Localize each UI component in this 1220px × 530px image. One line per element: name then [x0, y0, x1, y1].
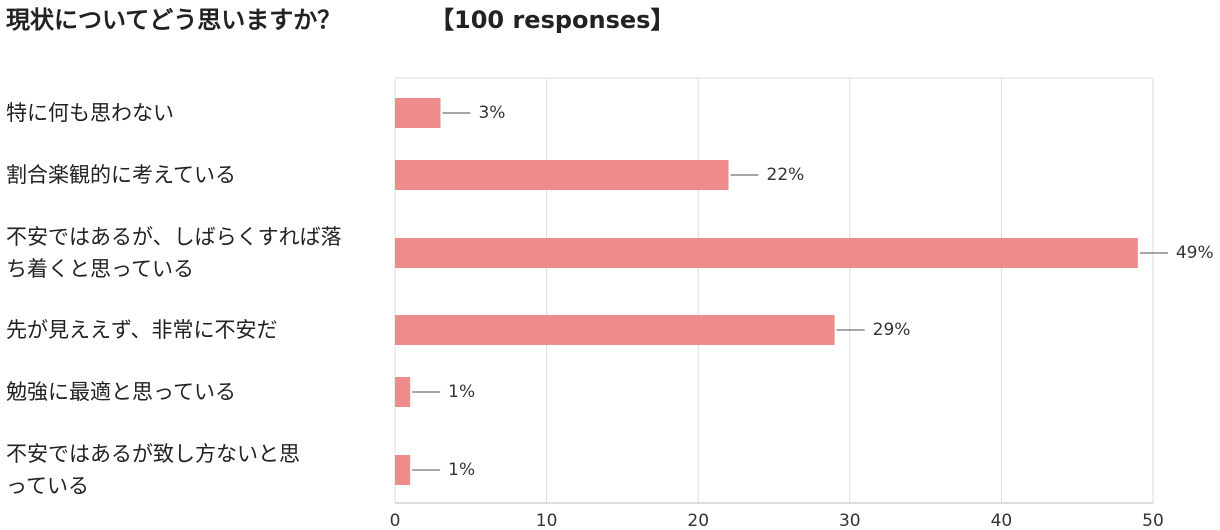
x-tick-label: 40 [991, 511, 1013, 530]
category-label: 特に何も思わない [6, 101, 174, 125]
value-label: 29% [873, 320, 911, 340]
bar [395, 455, 411, 485]
plot-frame [394, 77, 1154, 504]
x-tick-label: 30 [839, 511, 861, 530]
category-label: 先が見ええず、非常に不安だ [6, 318, 278, 342]
chart-title: 現状についてどう思いますか？ [6, 6, 342, 34]
x-tick-label: 10 [536, 511, 558, 530]
x-tick-label: 20 [687, 511, 709, 530]
category-label: 不安ではあるが致し方ないと思っている [6, 442, 300, 498]
bar [395, 377, 411, 407]
category-label: 勉強に最適と思っている [6, 380, 236, 404]
value-label: 49% [1176, 243, 1214, 263]
x-tick-label: 0 [390, 511, 401, 530]
value-label: 22% [767, 165, 805, 185]
chart-subtitle: 【100 responses】 [430, 6, 675, 34]
bar [395, 98, 441, 128]
category-label: 割合楽観的に考えている [6, 163, 236, 187]
category-label: 不安ではあるが、しばらくすれば落ち着くと思っている [6, 225, 342, 281]
bar [395, 238, 1138, 268]
x-tick-label: 50 [1142, 511, 1164, 530]
bar [395, 160, 729, 190]
value-label: 1% [448, 460, 475, 480]
value-label: 3% [478, 103, 505, 123]
bar [395, 315, 835, 345]
value-label: 1% [448, 382, 475, 402]
